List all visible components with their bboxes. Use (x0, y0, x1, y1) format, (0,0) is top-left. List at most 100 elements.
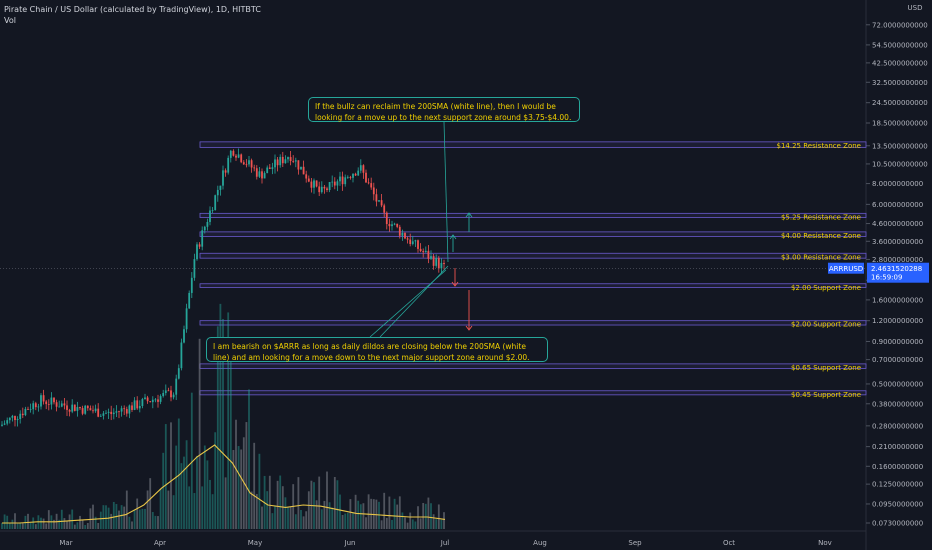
candle-body (311, 182, 313, 188)
candle-body (183, 329, 185, 342)
candle-body (321, 187, 323, 192)
volume-bar (303, 516, 305, 529)
price-tick-label: 18.5000000000 (872, 119, 928, 127)
volume-bar (396, 505, 398, 529)
volume-bar (27, 514, 29, 529)
volume-bar (295, 514, 297, 529)
zone-band (200, 142, 866, 148)
candle-body (360, 165, 362, 170)
candle-body (123, 408, 125, 409)
candle-body (246, 164, 248, 165)
candle-body (92, 410, 94, 411)
zone-band (200, 232, 866, 237)
candle-body (196, 244, 198, 259)
volume-bar (118, 511, 120, 529)
date-label: Oct (723, 539, 735, 547)
volume-bar (240, 450, 242, 529)
volume-bar (344, 514, 346, 529)
candle-body (87, 406, 89, 408)
candle-body (266, 168, 268, 174)
candle-body (103, 413, 105, 416)
zone-label: $5.25 Resistance Zone (781, 213, 861, 221)
candle-body (58, 407, 60, 408)
candle-body (370, 183, 372, 187)
volume-bar (40, 518, 42, 529)
volume-bar (82, 519, 84, 529)
date-label: Apr (154, 539, 166, 547)
candle-body (209, 211, 211, 222)
volume-bar (357, 501, 359, 529)
volume-bar (298, 477, 300, 529)
volume-bar (155, 516, 157, 529)
candle-body (402, 233, 404, 236)
candle-body (396, 224, 398, 227)
date-label: Mar (59, 539, 72, 547)
price-tick-label: 72.0000000000 (872, 21, 928, 29)
bearish-annotation[interactable]: I am bearish on $ARRR as long as daily d… (206, 337, 548, 362)
volume-bar (235, 420, 237, 529)
candle-body (79, 407, 81, 408)
price-tick-label: 0.0950000000 (872, 500, 923, 508)
candle-body (376, 194, 378, 201)
bullish-annotation[interactable]: If the bullz can reclaim the 200SMA (whi… (308, 97, 580, 122)
candle-body (186, 308, 188, 329)
volume-bar (415, 521, 417, 529)
candle-body (443, 263, 445, 264)
candle-body (144, 397, 146, 399)
volume-bar (409, 513, 411, 529)
candle-body (69, 410, 71, 412)
volume-bar (149, 478, 151, 529)
volume-bar (152, 512, 154, 529)
volume-bar (290, 507, 292, 529)
candle-body (149, 401, 151, 402)
volume-bar (110, 514, 112, 529)
volume-bar (441, 520, 443, 529)
candle-body (285, 159, 287, 163)
volume-bar (100, 512, 102, 529)
price-tick-label: 24.5000000000 (872, 99, 928, 107)
candle-body (331, 182, 333, 183)
candle-body (214, 195, 216, 210)
candle-body (38, 407, 40, 408)
price-tick-label: 0.3800000000 (872, 400, 923, 408)
zone-label: $0.45 Support Zone (791, 391, 861, 399)
price-tick-label: 42.5000000000 (872, 59, 928, 67)
volume-bar (285, 497, 287, 529)
volume-bar (350, 499, 352, 529)
candle-body (350, 177, 352, 178)
candle-body (30, 409, 32, 410)
candle-body (19, 414, 21, 419)
candle-body (378, 200, 380, 201)
candle-body (329, 182, 331, 190)
price-tick-label: 8.0000000000 (872, 180, 923, 188)
candle-body (1, 425, 3, 426)
volume-bar (329, 502, 331, 529)
candle-body (147, 397, 149, 401)
volume-bar (334, 477, 336, 529)
zone-label: $2.00 Support Zone (791, 321, 861, 329)
candle-body (412, 241, 414, 244)
volume-bar (383, 493, 385, 529)
candle-body (204, 227, 206, 230)
date-label: Jun (344, 539, 356, 547)
candle-body (118, 411, 120, 412)
candle-body (173, 395, 175, 398)
volume-bar (97, 523, 99, 529)
volume-bar (272, 513, 274, 529)
candle-body (305, 174, 307, 178)
volume-bar (417, 506, 419, 529)
price-tick-label: 0.1600000000 (872, 463, 923, 471)
zone-band (200, 391, 866, 395)
zone-band (200, 253, 866, 258)
candle-body (256, 168, 258, 176)
volume-bar (339, 495, 341, 529)
volume-bar (225, 477, 227, 529)
candle-body (292, 161, 294, 162)
candle-body (261, 171, 263, 178)
volume-bar (165, 424, 167, 529)
price-tick-label: 0.2100000000 (872, 443, 923, 451)
candle-body (116, 411, 118, 412)
volume-bar (399, 496, 401, 529)
candle-body (342, 177, 344, 185)
